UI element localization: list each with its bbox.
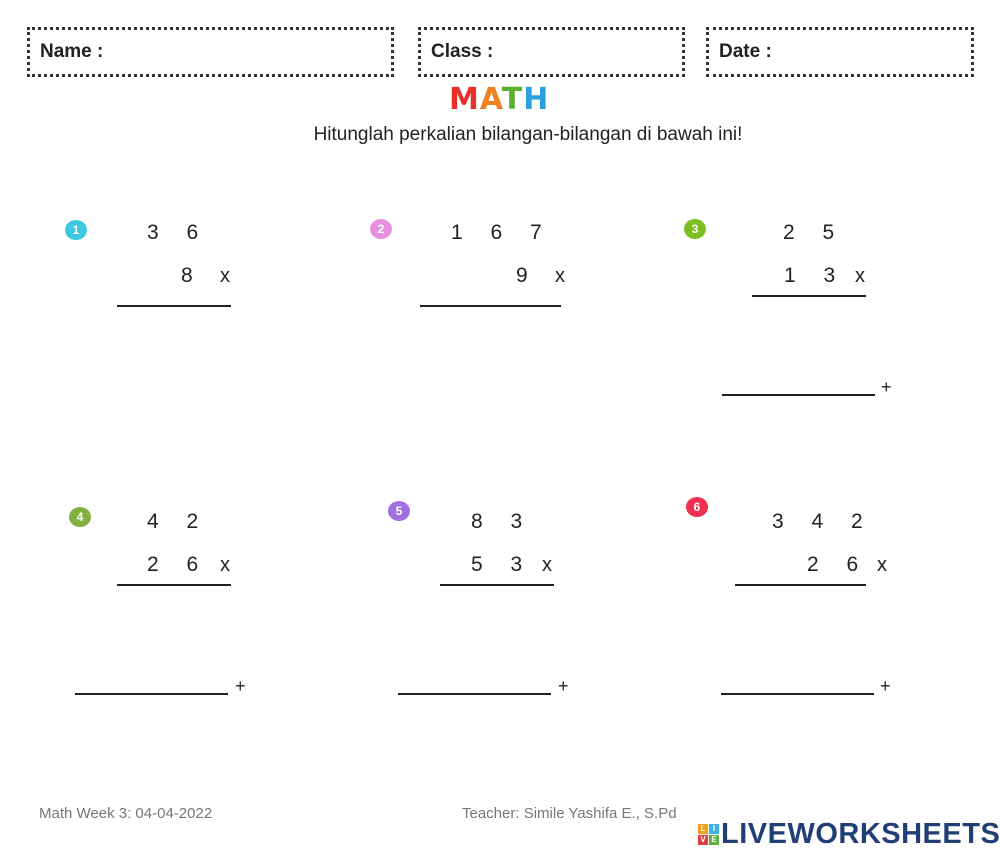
multiplier: 5 3: [471, 553, 534, 576]
multiplier: 2 6: [807, 553, 870, 576]
plus-operator: +: [880, 676, 891, 696]
math-logo: MATH: [449, 82, 549, 117]
problem-number-badge: 6: [686, 497, 708, 517]
partial-products-line[interactable]: [752, 295, 866, 297]
problem-number-badge: 1: [65, 220, 87, 240]
multiply-operator: x: [220, 265, 230, 287]
multiplicand: 3 6: [147, 221, 210, 244]
multiplier: 2 6: [147, 553, 210, 576]
logo-letter: H: [523, 82, 550, 117]
multiplicand: 3 4 2: [772, 510, 874, 533]
multiplicand: 8 3: [471, 510, 534, 533]
footer-teacher: Teacher: Simile Yashifa E., S.Pd: [462, 805, 677, 822]
multiply-operator: x: [542, 554, 552, 576]
answer-line[interactable]: [721, 693, 874, 695]
logo-letter: A: [479, 82, 502, 117]
logo-letter: M: [449, 82, 480, 117]
multiply-operator: x: [855, 265, 865, 287]
live-icon-letter: E: [709, 835, 719, 845]
multiplier: 1 3: [784, 264, 847, 287]
class-field[interactable]: Class :: [418, 27, 685, 77]
live-icon-letter: V: [698, 835, 708, 845]
multiplier: 8: [181, 264, 204, 287]
instruction: Hitunglah perkalian bilangan-bilangan di…: [313, 124, 743, 145]
multiplier: 9: [516, 264, 539, 287]
partial-products-line[interactable]: [735, 584, 866, 586]
problem-number-badge: 2: [370, 219, 392, 239]
liveworksheets-logo: L I V E LIVEWORKSHEETS: [698, 818, 1000, 851]
logo-letter: T: [501, 82, 524, 117]
multiply-operator: x: [877, 554, 887, 576]
plus-operator: +: [558, 676, 569, 696]
partial-products-line[interactable]: [440, 584, 554, 586]
multiply-operator: x: [220, 554, 230, 576]
answer-line[interactable]: [398, 693, 551, 695]
date-label: Date :: [719, 41, 772, 62]
answer-line[interactable]: [117, 305, 231, 307]
problem-number-badge: 4: [69, 507, 91, 527]
date-field[interactable]: Date :: [706, 27, 974, 77]
answer-line[interactable]: [722, 394, 875, 396]
class-label: Class :: [431, 41, 494, 62]
multiplicand: 1 6 7: [451, 221, 553, 244]
live-icon-letter: L: [698, 824, 708, 834]
name-field[interactable]: Name :: [27, 27, 394, 77]
partial-products-line[interactable]: [117, 584, 231, 586]
brand-text: LIVEWORKSHEETS: [721, 818, 1000, 850]
footer-week-date: Math Week 3: 04-04-2022: [39, 805, 213, 822]
multiply-operator: x: [555, 265, 565, 287]
live-icon-letter: I: [709, 824, 719, 834]
plus-operator: +: [235, 676, 246, 696]
live-icon: L I V E: [698, 824, 719, 845]
multiplicand: 2 5: [783, 221, 846, 244]
problem-number-badge: 5: [388, 501, 410, 521]
problem-number-badge: 3: [684, 219, 706, 239]
multiplicand: 4 2: [147, 510, 210, 533]
plus-operator: +: [881, 377, 892, 397]
answer-line[interactable]: [420, 305, 561, 307]
name-label: Name :: [40, 41, 104, 62]
answer-line[interactable]: [75, 693, 228, 695]
